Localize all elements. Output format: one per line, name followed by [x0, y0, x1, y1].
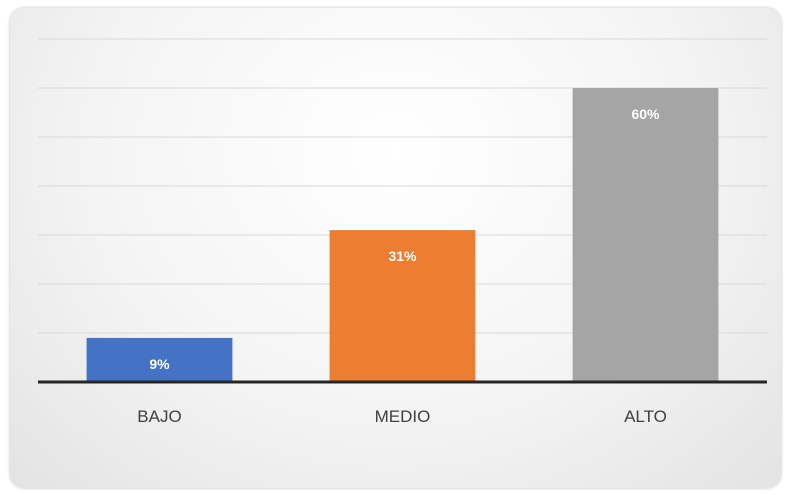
bar-alto — [572, 88, 719, 382]
tick-label-bajo: BAJO — [137, 407, 181, 426]
bars — [86, 88, 719, 382]
bar-bajo — [86, 337, 233, 382]
data-label-bajo: 9% — [149, 356, 170, 372]
chart-card: 9% 31% 60% BAJO MEDIO ALTO — [10, 8, 781, 488]
data-labels: 9% 31% 60% — [149, 106, 660, 372]
tick-label-medio: MEDIO — [375, 407, 431, 426]
tick-label-alto: ALTO — [624, 407, 667, 426]
category-tick-labels: BAJO MEDIO ALTO — [137, 407, 667, 426]
data-label-medio: 31% — [388, 248, 417, 264]
bar-chart: 9% 31% 60% BAJO MEDIO ALTO — [38, 38, 767, 426]
data-label-alto: 60% — [631, 106, 660, 122]
bar-medio — [329, 230, 476, 382]
